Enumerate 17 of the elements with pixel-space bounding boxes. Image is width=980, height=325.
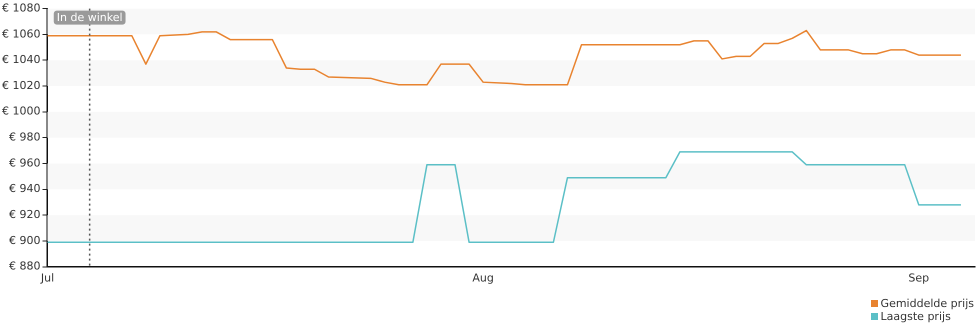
ref-line-label: In de winkel (56, 10, 123, 24)
y-tick-label: € 1060 (2, 27, 40, 40)
y-tick-label: € 1000 (2, 104, 40, 118)
y-tick-label: € 1020 (2, 78, 40, 92)
x-tick-label: Sep (908, 271, 930, 284)
y-tick-label: € 960 (8, 156, 40, 170)
y-tick-label: € 900 (8, 234, 40, 247)
y-tick-label: € 920 (8, 208, 40, 222)
y-tick-label: € 980 (8, 130, 40, 144)
y-tick-label: € 940 (8, 182, 40, 196)
legend-label: Gemiddelde prijs (880, 297, 974, 310)
y-tick-label: € 880 (8, 260, 40, 273)
y-tick-label: € 1040 (2, 53, 40, 66)
x-tick-label: Aug (472, 271, 494, 284)
x-tick-label: Jul (40, 271, 54, 284)
y-tick-label: € 1080 (2, 1, 40, 14)
legend-label: Laagste prijs (880, 310, 951, 323)
